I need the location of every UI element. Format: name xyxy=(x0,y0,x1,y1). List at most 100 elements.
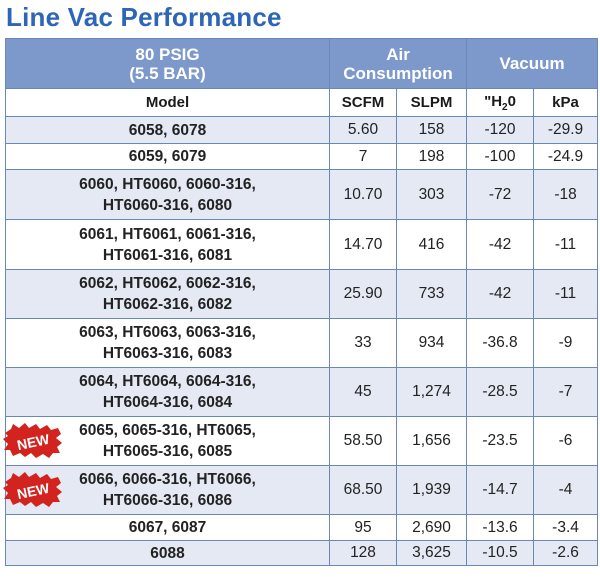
h2o-cell: -14.7 xyxy=(466,465,535,515)
kpa-cell: -7 xyxy=(533,367,599,417)
scfm-cell: 68.50 xyxy=(329,465,397,515)
slpm-cell: 198 xyxy=(395,143,468,170)
model-line-1: 6061, HT6061, 6061-316, xyxy=(79,225,256,243)
h2o-cell: -100 xyxy=(466,143,535,170)
model-cell: 6061, HT6061, 6061-316, HT6061-316, 6081 xyxy=(5,219,330,270)
h2o-cell: -120 xyxy=(466,116,535,144)
model-line-1: 6058, 6078 xyxy=(128,121,207,139)
new-badge-label: NEW xyxy=(16,431,52,454)
air-line1: Air xyxy=(386,44,410,64)
table-row: 6067, 6087 95 2,690 -13.6 -3.4 xyxy=(5,514,599,541)
model-line-1: 6059, 6079 xyxy=(128,148,207,165)
model-cell: NEW 6066, 6066-316, HT6066, HT6066-316, 60… xyxy=(3,465,330,515)
scfm-cell: 7 xyxy=(329,143,397,170)
model-line-2: HT6062-316, 6082 xyxy=(102,296,233,313)
kpa-cell: -2.6 xyxy=(533,540,599,566)
table-row: 6088 128 3,625 -10.5 -2.6 xyxy=(5,540,599,566)
model-cell: NEW 6065, 6065-316, HT6065, HT6065-316, 60… xyxy=(3,416,330,466)
model-column-header: Model xyxy=(5,88,330,117)
table-row: 6064, HT6064, 6064-316, HT6064-316, 6084 4… xyxy=(5,367,599,417)
kpa-cell: -6 xyxy=(533,416,599,466)
new-badge-icon: NEW xyxy=(3,472,62,507)
model-cell: 6062, HT6062, 6062-316, HT6062-316, 6082 xyxy=(5,269,330,319)
model-line-1: 6088 xyxy=(150,544,185,562)
table-column-header-row: Model SCFM SLPM "H20 kPa xyxy=(5,88,599,117)
h2o-cell: -23.5 xyxy=(466,416,535,466)
air-line2: Consumption xyxy=(343,63,453,83)
scfm-cell: 95 xyxy=(329,514,397,541)
model-cell: 6088 xyxy=(5,540,330,566)
page-title: Line Vac Performance xyxy=(6,2,282,32)
h2o-cell: -13.6 xyxy=(466,514,535,541)
h2o-cell: -72 xyxy=(466,169,535,220)
h2o-prefix: "H xyxy=(484,92,503,110)
model-line-1: 6062, HT6062, 6062-316, xyxy=(79,275,256,292)
slpm-cell: 416 xyxy=(395,219,468,270)
scfm-cell: 10.70 xyxy=(329,169,397,220)
table-row: 6060, HT6060, 6060-316, HT6060-316, 6080 1… xyxy=(5,169,599,220)
model-line-2: HT6066-316, 6086 xyxy=(102,492,233,509)
kpa-cell: -4 xyxy=(533,465,599,515)
scfm-cell: 45 xyxy=(329,367,397,417)
scfm-cell: 128 xyxy=(329,540,397,566)
h2o-cell: -42 xyxy=(466,269,535,319)
table-body: 6058, 6078 5.60 158 -120 -29.9 6059, 6079 7 198… xyxy=(3,116,599,566)
h2o-suffix: 0 xyxy=(507,92,516,110)
slpm-cell: 1,939 xyxy=(395,465,468,515)
slpm-cell: 2,690 xyxy=(395,514,468,541)
slpm-cell: 934 xyxy=(395,318,468,368)
slpm-cell: 3,625 xyxy=(395,540,468,566)
model-cell: 6059, 6079 xyxy=(5,143,330,170)
model-cell: 6063, HT6063, 6063-316, HT6063-316, 6083 xyxy=(5,318,330,368)
h2o-subscript: 2 xyxy=(502,101,508,113)
model-line-2: HT6061-316, 6081 xyxy=(102,246,233,264)
table-header-group-row: 80 PSIG (5.5 BAR) Air Consumption Vacuum xyxy=(5,38,599,89)
kpa-cell: -9 xyxy=(533,318,599,368)
model-cell: 6058, 6078 xyxy=(5,116,330,144)
model-cell: 6067, 6087 xyxy=(5,514,330,541)
h2o-cell: -10.5 xyxy=(466,540,535,566)
slpm-cell: 1,274 xyxy=(395,367,468,417)
table-row: 6063, HT6063, 6063-316, HT6063-316, 6083 3… xyxy=(5,318,599,368)
model-line-1: 6063, HT6063, 6063-316, xyxy=(79,324,256,341)
model-line-1: 6067, 6087 xyxy=(128,519,207,536)
scfm-cell: 5.60 xyxy=(329,116,397,144)
model-line-2: HT6065-316, 6085 xyxy=(102,443,233,460)
performance-table: 80 PSIG (5.5 BAR) Air Consumption Vacuum… xyxy=(3,38,599,566)
model-line-1: 6060, HT6060, 6060-316, xyxy=(79,175,256,193)
slpm-cell: 1,656 xyxy=(395,416,468,466)
table-row: NEW 6066, 6066-316, HT6066, HT6066-316, 60… xyxy=(3,465,599,515)
model-cell: 6064, HT6064, 6064-316, HT6064-316, 6084 xyxy=(5,367,330,417)
slpm-cell: 733 xyxy=(395,269,468,319)
air-consumption-header: Air Consumption xyxy=(328,38,468,89)
table-row: 6059, 6079 7 198 -100 -24.9 xyxy=(5,143,599,170)
h2o-cell: -28.5 xyxy=(466,367,535,417)
kpa-column-header: kPa xyxy=(533,88,599,117)
h2o-cell: -42 xyxy=(466,219,535,270)
model-line-1: 6064, HT6064, 6064-316, xyxy=(79,373,256,390)
table-row: 6062, HT6062, 6062-316, HT6062-316, 6082 2… xyxy=(5,269,599,319)
scfm-cell: 14.70 xyxy=(329,219,397,270)
kpa-cell: -18 xyxy=(533,169,599,220)
model-line-1: 6065, 6065-316, HT6065, xyxy=(79,422,256,439)
slpm-cell: 303 xyxy=(395,169,468,220)
table-row: NEW 6065, 6065-316, HT6065, HT6065-316, 60… xyxy=(3,416,599,466)
scfm-column-header: SCFM xyxy=(329,88,397,117)
scfm-cell: 25.90 xyxy=(329,269,397,319)
pressure-header: 80 PSIG (5.5 BAR) xyxy=(5,38,330,89)
vacuum-header: Vacuum xyxy=(466,38,599,89)
slpm-cell: 158 xyxy=(395,116,468,144)
new-badge-icon: NEW xyxy=(3,423,62,458)
model-line-1: 6066, 6066-316, HT6066, xyxy=(79,471,256,488)
scfm-cell: 58.50 xyxy=(329,416,397,466)
kpa-cell: -24.9 xyxy=(533,143,599,170)
model-line-2: HT6063-316, 6083 xyxy=(102,345,233,362)
kpa-cell: -11 xyxy=(533,219,599,270)
scfm-cell: 33 xyxy=(329,318,397,368)
kpa-cell: -3.4 xyxy=(533,514,599,541)
model-cell: 6060, HT6060, 6060-316, HT6060-316, 6080 xyxy=(5,169,330,220)
model-line-2: HT6060-316, 6080 xyxy=(102,196,233,214)
pressure-line1: 80 PSIG xyxy=(135,44,200,64)
kpa-cell: -11 xyxy=(533,269,599,319)
h2o-column-header: "H20 xyxy=(466,88,535,117)
